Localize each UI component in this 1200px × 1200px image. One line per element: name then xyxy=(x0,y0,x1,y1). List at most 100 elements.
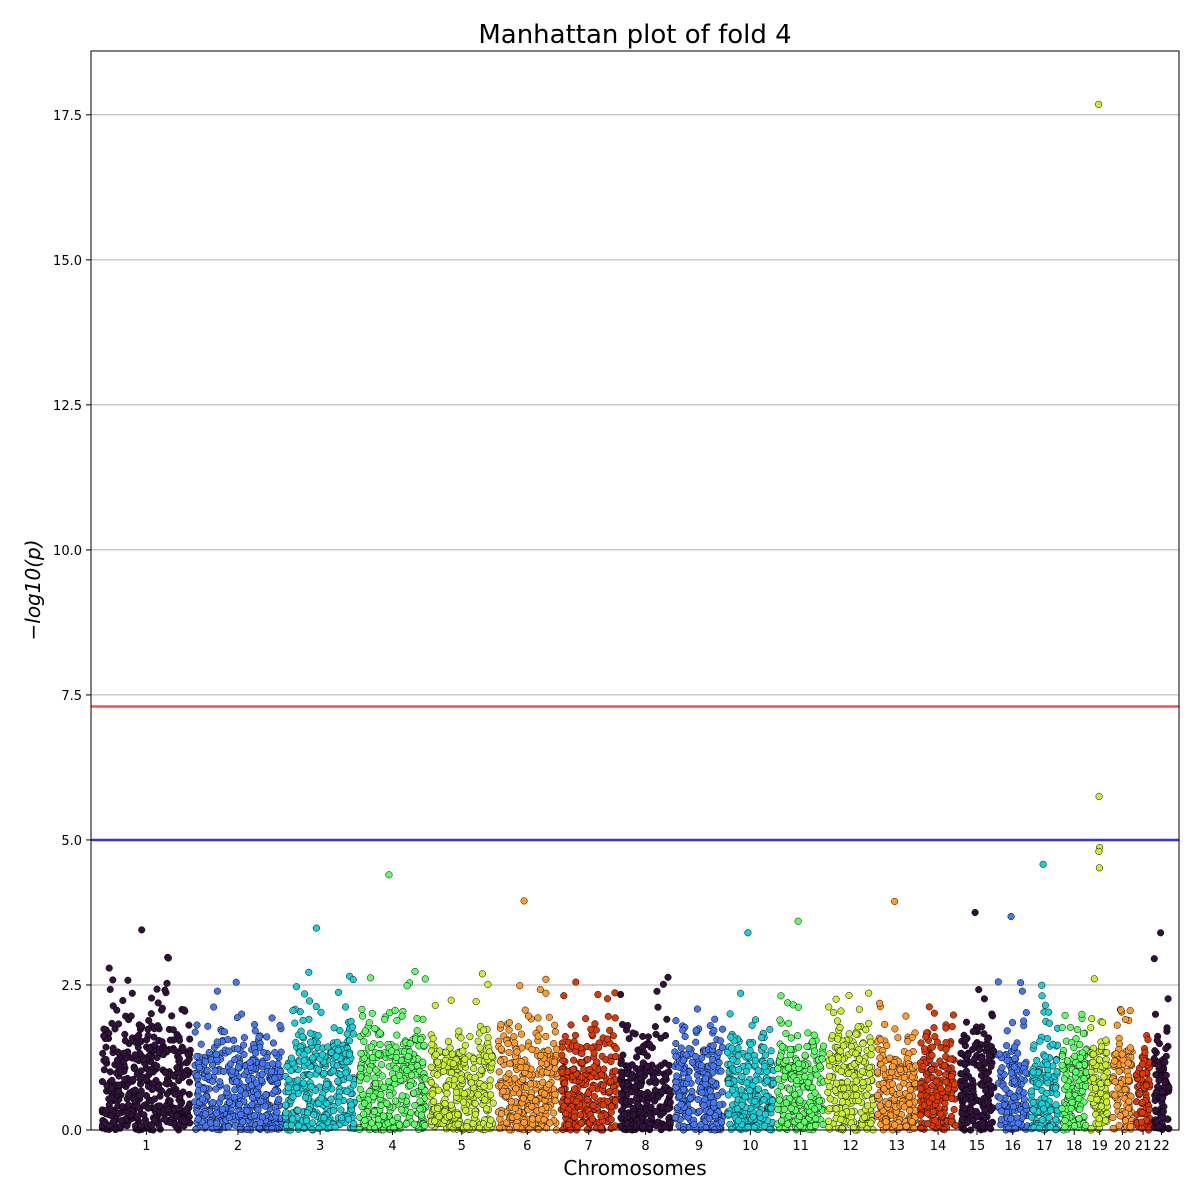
snp-point xyxy=(1090,975,1098,983)
snp-point xyxy=(910,1125,918,1133)
snp-point xyxy=(398,1092,406,1100)
snp-point xyxy=(564,1120,572,1129)
snp-point xyxy=(629,1029,637,1037)
snp-point xyxy=(774,1075,782,1083)
snp-point xyxy=(1053,1068,1061,1076)
snp-point xyxy=(138,1022,146,1031)
snp-point xyxy=(538,1106,546,1114)
snp-point xyxy=(589,1102,597,1110)
snp-point xyxy=(170,1072,178,1080)
snp-point xyxy=(121,1037,129,1045)
snp-point xyxy=(866,1038,875,1046)
snp-point xyxy=(746,1040,755,1048)
snp-point xyxy=(932,1077,940,1086)
snp-point xyxy=(476,1044,484,1052)
snp-point xyxy=(209,1098,217,1107)
snp-point xyxy=(726,1010,734,1018)
snp-point xyxy=(603,995,612,1003)
snp-point xyxy=(376,1040,384,1048)
snp-point xyxy=(131,1086,139,1094)
snp-point xyxy=(1091,1084,1099,1092)
snp-point xyxy=(983,1075,991,1084)
snp-point-notable xyxy=(385,871,393,879)
snp-point xyxy=(166,1036,174,1044)
snp-point xyxy=(705,1114,713,1122)
snp-point-notable xyxy=(1007,912,1015,921)
snp-point xyxy=(268,1125,276,1133)
snp-point xyxy=(336,1027,344,1035)
snp-point xyxy=(380,1083,388,1091)
snp-point xyxy=(1162,1052,1170,1060)
snp-point xyxy=(534,1014,542,1022)
snp-point xyxy=(102,1055,110,1064)
snp-point xyxy=(644,1062,652,1070)
snp-point xyxy=(1072,1068,1080,1076)
snp-point xyxy=(191,1028,199,1036)
snp-point xyxy=(778,1117,786,1125)
snp-point xyxy=(115,1020,123,1028)
snp-point xyxy=(428,1040,436,1049)
snp-point xyxy=(241,1090,249,1098)
snp-point xyxy=(459,1047,467,1055)
snp-point xyxy=(471,1099,479,1108)
snp-point xyxy=(718,1118,726,1126)
snp-point xyxy=(599,1101,607,1109)
snp-point xyxy=(1152,1106,1160,1114)
snp-point xyxy=(1058,1023,1066,1031)
snp-point xyxy=(960,1104,968,1112)
snp-point xyxy=(694,1095,702,1104)
snp-point xyxy=(484,1034,492,1042)
snp-point xyxy=(558,1068,566,1076)
snp-point xyxy=(1033,1056,1041,1064)
snp-point xyxy=(1112,1050,1120,1058)
snp-point xyxy=(98,1078,106,1086)
snp-point xyxy=(863,1102,872,1110)
snp-point xyxy=(444,1037,452,1046)
snp-point xyxy=(447,1069,456,1077)
snp-point xyxy=(1041,1053,1049,1061)
snp-point xyxy=(146,1044,154,1052)
snp-point xyxy=(517,1058,525,1066)
snp-point xyxy=(1101,1116,1110,1124)
snp-point xyxy=(102,1106,110,1115)
snp-point xyxy=(329,1107,337,1115)
snp-point xyxy=(161,986,169,994)
snp-point xyxy=(477,1066,485,1074)
snp-point xyxy=(175,1036,184,1044)
snp-point xyxy=(917,1091,925,1100)
snp-point xyxy=(977,1054,985,1062)
snp-point xyxy=(193,1021,201,1029)
snp-point-notable xyxy=(1157,929,1165,937)
snp-point xyxy=(105,964,113,972)
snp-point xyxy=(378,1061,386,1069)
snp-point xyxy=(654,1118,662,1126)
snp-point xyxy=(300,1056,308,1064)
snp-point xyxy=(551,1028,559,1036)
snp-point xyxy=(1155,1122,1163,1131)
snp-point xyxy=(1043,1089,1051,1097)
snp-point xyxy=(628,1061,636,1069)
snp-point xyxy=(928,1094,936,1102)
snp-point xyxy=(1121,1015,1130,1024)
chromosome-15-points xyxy=(956,908,998,1134)
snp-point xyxy=(1052,1084,1060,1092)
snp-point xyxy=(395,1071,403,1079)
snp-point xyxy=(951,1080,959,1088)
snp-point xyxy=(169,1026,177,1034)
snp-point xyxy=(230,1036,238,1044)
snp-point xyxy=(1003,1042,1011,1050)
snp-point xyxy=(1010,1043,1019,1051)
snp-point xyxy=(233,1078,241,1086)
snp-point xyxy=(557,1086,565,1094)
snp-point xyxy=(240,1041,248,1049)
snp-point xyxy=(317,1008,325,1016)
chromosome-17-points xyxy=(1027,860,1062,1134)
snp-point xyxy=(357,1064,365,1072)
snp-point xyxy=(1159,1094,1167,1102)
snp-point xyxy=(163,979,171,987)
snp-point xyxy=(818,1055,826,1063)
snp-point xyxy=(942,1024,950,1032)
snp-point-notable xyxy=(138,926,146,934)
snp-point xyxy=(417,1111,425,1119)
snp-point xyxy=(372,1079,380,1087)
